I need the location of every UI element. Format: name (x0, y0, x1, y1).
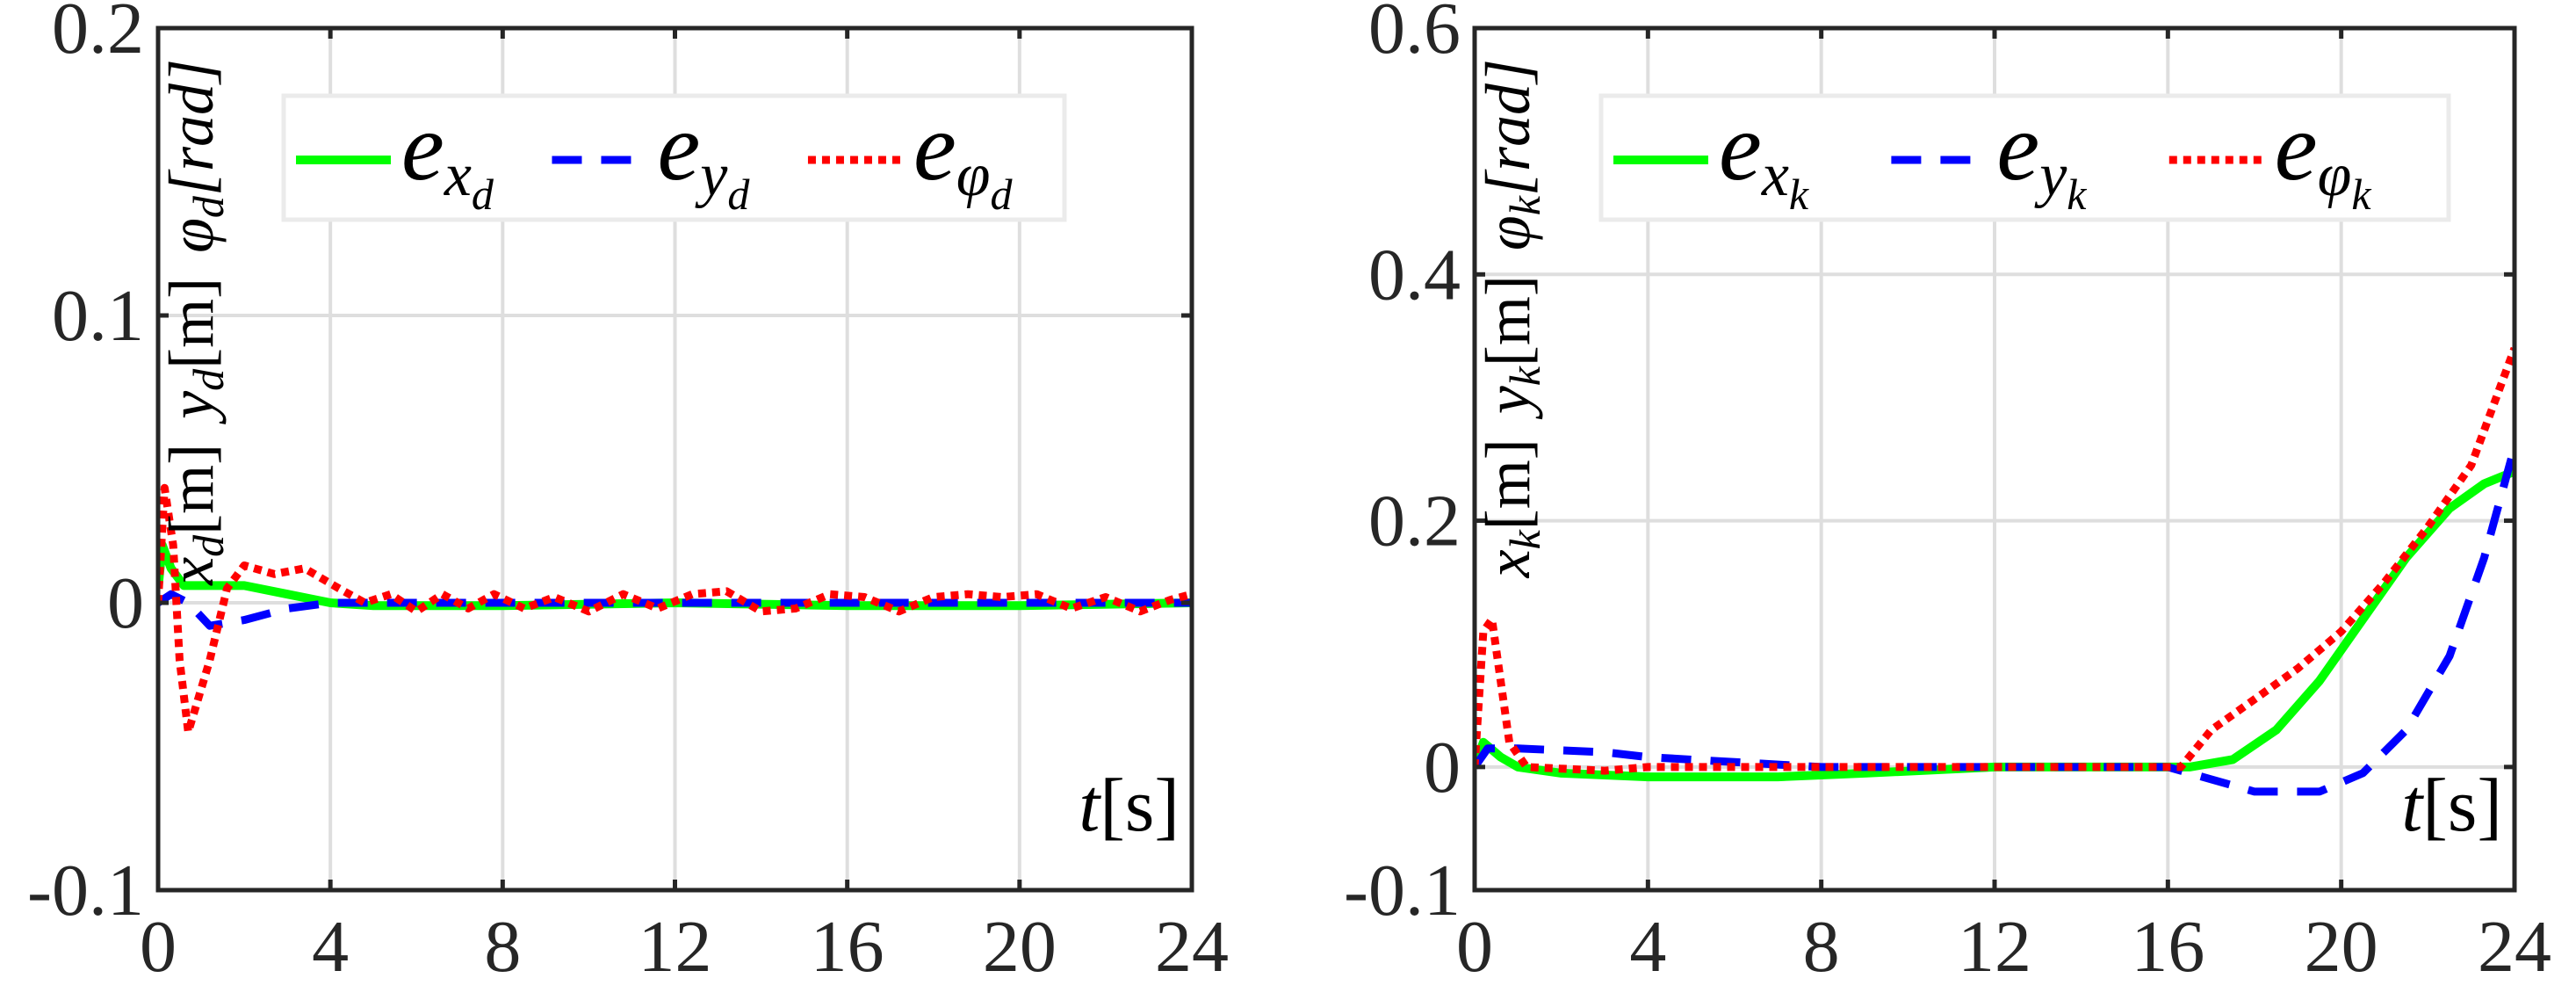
series-line-e_y_d (158, 590, 1192, 630)
x-tick-label: 16 (811, 906, 884, 988)
y-axis-label: xk[m]yk[m]φk[rad] (1473, 59, 1549, 578)
y-label-var: φ (156, 218, 227, 253)
y-label-var: φ (1473, 215, 1543, 250)
y-label-unit: [rad] (1473, 59, 1543, 196)
legend-subsub: k (1789, 170, 1809, 219)
x-tick-label: 0 (140, 906, 177, 988)
chart-panel-2: 0 4 8 12 16 20 24-0.100.20.40.6t[s]xk[m]yk[m]φ… (1344, 0, 2551, 988)
y-tick-label: 0 (107, 562, 144, 644)
y-tick-label: 0.2 (52, 0, 144, 69)
y-label-sub: d (184, 534, 233, 557)
legend-box (1598, 93, 2451, 222)
legend: exd eyd eφd (281, 93, 1067, 222)
chart-panel-1: 0 4 8 12 16 20 24-0.100.10.2t[s]xd[m]yd[m]φd[r… (27, 0, 1229, 988)
x-label-unit: [s] (2422, 763, 2502, 847)
legend-sub: y (695, 141, 728, 209)
x-tick-label: 20 (2305, 906, 2378, 988)
legend-sub: φ (2318, 141, 2352, 209)
legend-label-e_phi_k: eφk (2275, 93, 2372, 219)
legend-label-e_y_k: eyk (1996, 93, 2087, 219)
y-label-sub: k (1500, 366, 1549, 386)
x-label-unit: [s] (1100, 763, 1180, 847)
y-label-unit: [m] (1473, 438, 1543, 530)
y-tick-label: -0.1 (1344, 850, 1461, 931)
x-tick-label: 4 (1629, 906, 1666, 988)
y-label-var: y (1473, 386, 1543, 420)
legend-subsub: d (472, 170, 494, 219)
y-tick-label: 0.2 (1368, 481, 1461, 562)
legend-subsub: d (991, 170, 1014, 219)
legend-label-e_x_d: exd (401, 93, 494, 219)
x-axis-label: t[s] (1079, 763, 1180, 847)
y-label-sub: d (184, 368, 233, 391)
legend-label-e_x_k: exk (1719, 93, 1809, 219)
y-label-unit: [m] (156, 444, 227, 535)
x-label-var: t (2401, 763, 2424, 847)
y-label-var: x (156, 557, 227, 586)
legend-sub: y (2034, 141, 2067, 209)
x-tick-label: 12 (639, 906, 712, 988)
x-tick-label: 8 (484, 906, 521, 988)
legend-main: e (1996, 93, 2039, 200)
x-tick-label: 16 (2131, 906, 2204, 988)
x-tick-label: 8 (1803, 906, 1840, 988)
y-tick-label: 0.4 (1368, 234, 1461, 315)
legend-box (281, 93, 1067, 222)
legend-main: e (1719, 93, 1762, 200)
y-tick-label: -0.1 (27, 850, 144, 931)
legend-subsub: k (2351, 170, 2371, 219)
y-label-unit: [m] (1473, 275, 1543, 366)
legend-main: e (401, 93, 444, 200)
legend-sub: φ (956, 141, 991, 209)
legend-main: e (2275, 93, 2318, 200)
x-tick-label: 24 (1155, 906, 1229, 988)
legend: exk eyk eφk (1598, 93, 2451, 222)
y-label-sub: k (1500, 195, 1549, 215)
legend-label-e_y_d: eyd (657, 93, 750, 219)
y-label-var: x (1473, 549, 1543, 578)
x-tick-label: 0 (1456, 906, 1493, 988)
y-tick-label: 0.1 (52, 275, 144, 357)
series-line-e_phi_k (1475, 346, 2515, 775)
x-tick-label: 20 (983, 906, 1057, 988)
y-label-unit: [rad] (156, 59, 227, 196)
legend-subsub: k (2067, 170, 2087, 219)
y-label-sub: k (1500, 529, 1549, 549)
x-tick-label: 4 (312, 906, 349, 988)
y-label-unit: [m] (156, 278, 227, 369)
y-axis-label: xd[m]yd[m]φd[rad] (156, 59, 233, 586)
x-axis-label: t[s] (2401, 763, 2502, 847)
y-label-var: y (156, 391, 227, 425)
x-tick-label: 12 (1958, 906, 2031, 988)
legend-main: e (913, 93, 956, 200)
x-tick-label: 24 (2478, 906, 2551, 988)
legend-subsub: d (727, 170, 750, 219)
legend-sub: x (444, 141, 472, 209)
y-tick-label: 0 (1424, 727, 1461, 808)
legend-label-e_phi_d: eφd (913, 93, 1014, 219)
x-label-var: t (1079, 763, 1101, 847)
legend-main: e (657, 93, 700, 200)
legend-sub: x (1761, 141, 1789, 209)
y-tick-label: 0.6 (1368, 0, 1461, 69)
y-label-sub: d (184, 195, 233, 218)
